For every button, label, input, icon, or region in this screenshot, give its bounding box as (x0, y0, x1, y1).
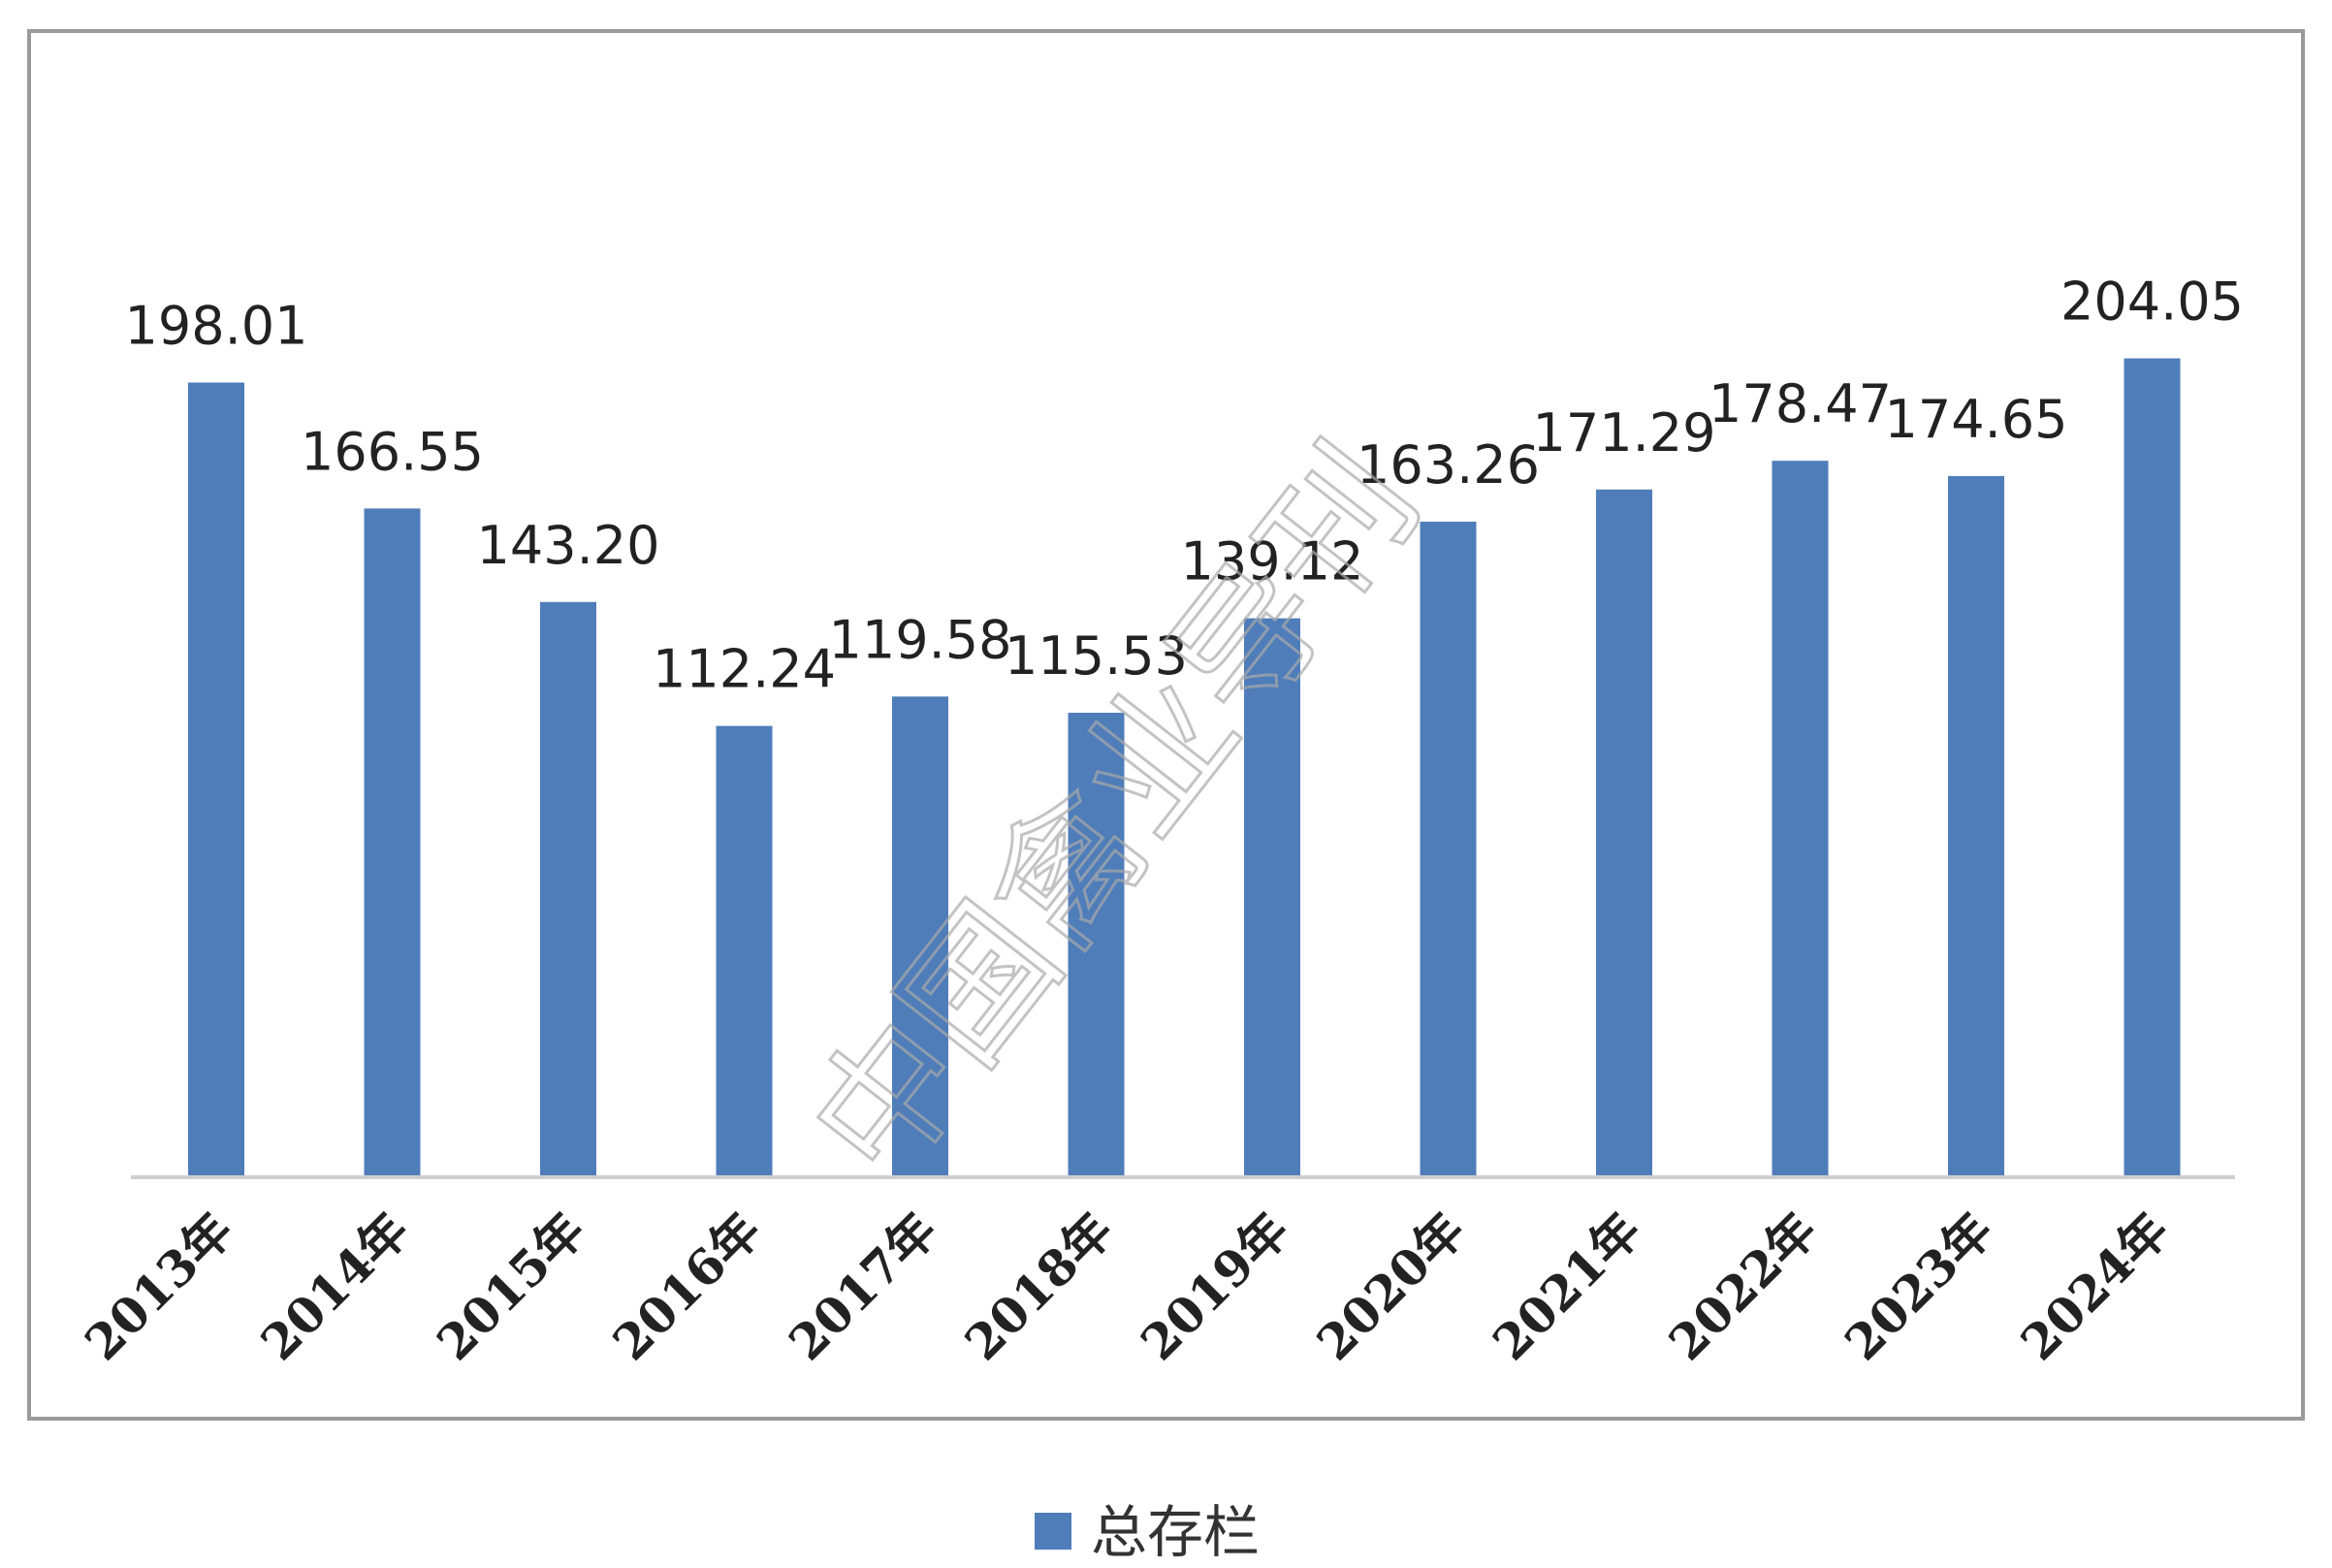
legend-swatch (1035, 1513, 1071, 1550)
bar-2021年 (1596, 489, 1652, 1175)
bar-2015年 (540, 601, 596, 1175)
bar-2019年 (1244, 618, 1300, 1175)
bars-layer (188, 358, 2181, 1176)
data-label-2014年: 166.55 (301, 421, 484, 482)
x-tick-label-2014年: 2014年 (250, 1201, 420, 1371)
x-tick-label-2022年: 2022年 (1658, 1201, 1828, 1371)
bar-2020年 (1420, 521, 1477, 1175)
data-label-2021年: 171.29 (1533, 402, 1716, 464)
chart-frame (27, 29, 2305, 1421)
x-tick-label-2019年: 2019年 (1130, 1201, 1299, 1371)
data-label-2020年: 163.26 (1357, 434, 1540, 496)
data-label-2015年: 143.20 (477, 515, 660, 576)
x-tick-label-2018年: 2018年 (954, 1201, 1124, 1371)
x-tick-label-2024年: 2024年 (2010, 1201, 2180, 1371)
bar-2023年 (1948, 475, 2004, 1175)
data-label-2013年: 198.01 (125, 296, 308, 357)
x-tick-label-2016年: 2016年 (602, 1201, 772, 1371)
bar-2022年 (1772, 461, 1829, 1176)
bar-2016年 (716, 725, 773, 1175)
data-label-2019年: 139.12 (1181, 531, 1364, 592)
bar-2018年 (1068, 713, 1125, 1175)
bar-2013年 (188, 382, 244, 1175)
data-label-2016年: 112.24 (653, 639, 836, 700)
x-tick-label-2017年: 2017年 (778, 1201, 947, 1371)
x-tick-label-2015年: 2015年 (426, 1201, 595, 1371)
x-tick-label-2021年: 2021年 (1482, 1201, 1651, 1371)
x-tick-label-2020年: 2020年 (1306, 1201, 1476, 1371)
legend: 总存栏 (1035, 1499, 1260, 1565)
x-tick-label-2013年: 2013年 (74, 1201, 243, 1371)
data-label-2024年: 204.05 (2060, 272, 2244, 333)
x-tick-label-2023年: 2023年 (1834, 1201, 2003, 1371)
data-label-2018年: 115.53 (1005, 625, 1188, 687)
bar-2024年 (2124, 358, 2181, 1175)
legend-label: 总存栏 (1091, 1499, 1260, 1565)
bar-2017年 (892, 696, 948, 1175)
data-label-2023年: 174.65 (1885, 389, 2068, 450)
x-tick-labels-layer: 2013年 2014年 2015年 2016年 2017年 2018年 2019年 2020年… (74, 1201, 2180, 1371)
bar-2014年 (364, 508, 421, 1175)
data-label-2017年: 119.58 (829, 609, 1012, 670)
data-label-2022年: 178.47 (1709, 373, 1892, 434)
